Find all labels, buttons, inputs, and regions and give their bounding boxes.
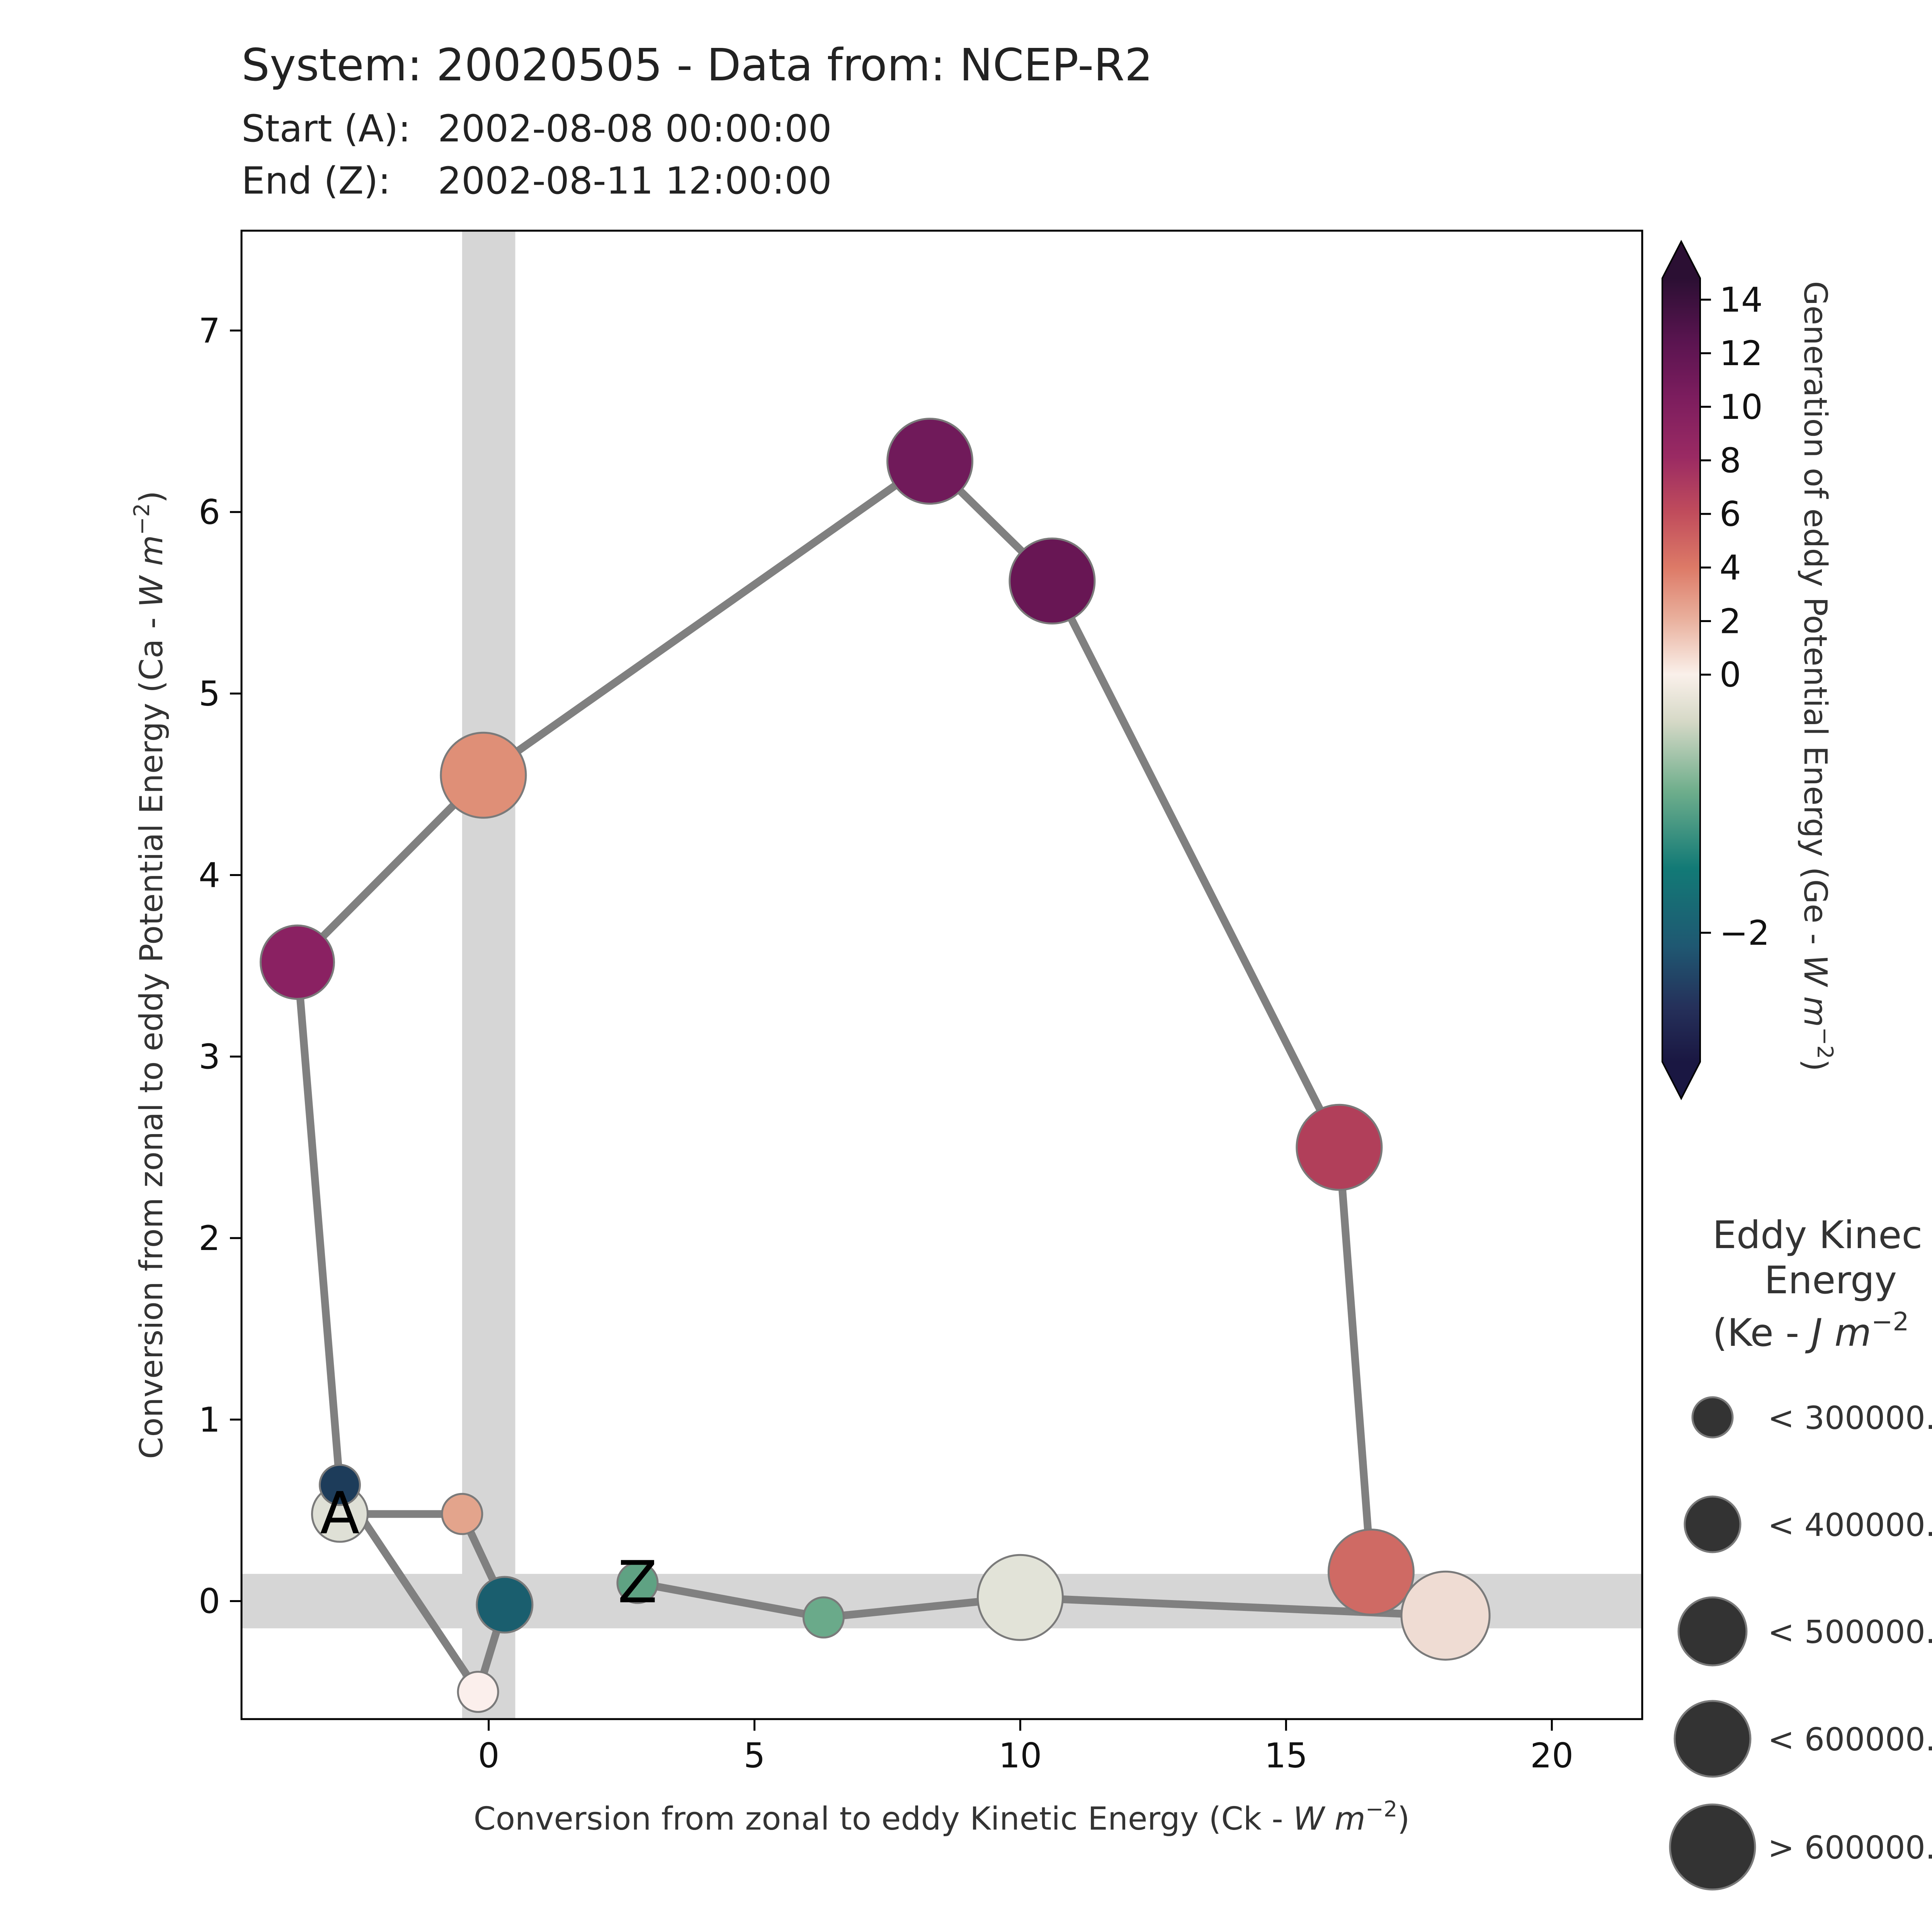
size-legend-label: < 400000. — [1768, 1507, 1932, 1544]
colorbar-upper — [1662, 278, 1700, 675]
colorbar: 14 12 10 8 6 4 2 0 −2 — [1662, 240, 1770, 1100]
data-point-13 — [976, 1554, 1064, 1641]
data-point-4 — [457, 1671, 499, 1713]
end-label: End (Z): — [242, 159, 391, 202]
x-tick-label: 0 — [478, 1736, 500, 1776]
points-layer — [259, 418, 1491, 1713]
y-tick-label: 5 — [199, 674, 220, 714]
size-legend-label: < 600000. — [1768, 1721, 1932, 1758]
colorbar-tick-label: 10 — [1719, 387, 1763, 427]
x-tick-label: 10 — [998, 1736, 1042, 1776]
colorbar-tick-label: −2 — [1719, 913, 1770, 953]
data-point-11 — [1327, 1528, 1415, 1616]
y-tick-label: 7 — [199, 311, 220, 350]
colorbar-tick-label: 2 — [1719, 601, 1741, 641]
colorbar-lower — [1662, 675, 1700, 1062]
size-legend-title-line3: (Ke - J m−2 — [1713, 1307, 1909, 1355]
x-tick-label: 20 — [1530, 1736, 1573, 1776]
data-point-15 — [616, 1562, 659, 1604]
data-point-2 — [441, 1493, 483, 1535]
size-legend-marker — [1691, 1396, 1734, 1439]
y-tick-label: 4 — [199, 855, 220, 895]
size-legend-marker — [1673, 1700, 1752, 1778]
data-point-6 — [259, 924, 335, 1000]
size-legend-title-line2: Energy — [1764, 1259, 1897, 1303]
colorbar-extend-min — [1662, 1062, 1700, 1099]
colorbar-tick-label: 8 — [1719, 440, 1741, 480]
data-point-5 — [319, 1464, 361, 1506]
y-tick-label: 3 — [199, 1037, 220, 1077]
data-point-7 — [440, 731, 527, 819]
x-tick-label: 5 — [744, 1736, 765, 1776]
colorbar-outline — [1662, 240, 1701, 1100]
y-tick-label: 6 — [199, 492, 220, 532]
x-tick-label: 15 — [1264, 1736, 1308, 1776]
y-tick-label: 2 — [199, 1218, 220, 1258]
colorbar-tick-label: 12 — [1719, 333, 1763, 373]
x-axis: 0 5 10 15 20 — [478, 1719, 1573, 1776]
y-axis: 0 1 2 3 4 5 6 7 — [199, 311, 242, 1621]
size-legend: Eddy Kinec Energy (Ke - J m−2 < 300000. <… — [1669, 1213, 1932, 1891]
data-point-14 — [802, 1596, 845, 1639]
data-point-9 — [1009, 537, 1096, 625]
y-axis-label: Conversion from zonal to eddy Potential … — [129, 491, 170, 1459]
size-legend-marker — [1684, 1495, 1742, 1553]
size-legend-title-line1: Eddy Kinec — [1713, 1213, 1922, 1257]
size-legend-label: < 300000. — [1768, 1400, 1932, 1437]
data-point-10 — [1296, 1104, 1383, 1191]
size-legend-label: < 500000. — [1768, 1614, 1932, 1651]
start-end-markers: AZ — [320, 1480, 657, 1616]
start-value: 2002-08-08 00:00:00 — [438, 107, 832, 150]
data-point-8 — [886, 418, 974, 505]
end-value: 2002-08-11 12:00:00 — [438, 159, 832, 202]
plot-frame — [240, 230, 1643, 1720]
colorbar-label: Generation of eddy Potential Energy (Ge … — [1797, 281, 1837, 1071]
chart-title: System: 20020505 - Data from: NCEP-R2 — [242, 39, 1153, 91]
colorbar-tick-label: 14 — [1719, 280, 1763, 320]
colorbar-extend-max — [1662, 242, 1700, 278]
y-tick-label: 1 — [199, 1400, 220, 1440]
size-legend-label: > 600000. — [1768, 1830, 1932, 1866]
data-point-3 — [476, 1576, 534, 1634]
zero-band-vertical — [462, 231, 515, 1719]
colorbar-tick-label: 6 — [1719, 494, 1741, 534]
size-legend-marker — [1669, 1803, 1756, 1891]
start-marker-label: A — [320, 1480, 360, 1547]
end-marker-label: Z — [618, 1549, 658, 1616]
colorbar-tick-label: 4 — [1719, 548, 1741, 588]
size-legend-marker — [1677, 1596, 1748, 1667]
start-label: Start (A): — [242, 107, 411, 150]
data-point-12 — [1400, 1570, 1491, 1661]
x-axis-label: Conversion from zonal to eddy Kinetic En… — [474, 1797, 1410, 1837]
y-tick-label: 0 — [199, 1582, 220, 1621]
colorbar-tick-label: 0 — [1719, 655, 1741, 695]
